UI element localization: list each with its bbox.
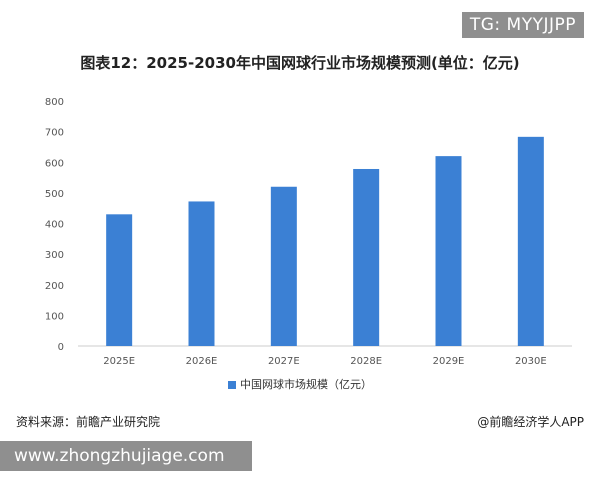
source-note: 资料来源：前瞻产业研究院 (16, 415, 161, 429)
y-tick-label: 600 (45, 158, 64, 169)
watermark-url: www.zhongzhujiage.com (0, 441, 252, 471)
bar (435, 156, 462, 346)
y-tick-label: 100 (45, 311, 64, 322)
y-tick-label: 500 (45, 189, 64, 200)
chart-title: 图表12：2025-2030年中国网球行业市场规模预测(单位：亿元) (80, 54, 520, 72)
x-tick-label: 2025E (103, 356, 135, 367)
y-tick-label: 300 (45, 250, 64, 261)
y-tick-label: 700 (45, 128, 64, 139)
y-tick-label: 800 (45, 97, 64, 108)
x-tick-label: 2028E (350, 356, 382, 367)
x-tick-label: 2030E (515, 356, 547, 367)
x-tick-label: 2029E (433, 356, 465, 367)
x-tick-label: 2027E (268, 356, 300, 367)
bar (270, 186, 297, 346)
legend-swatch (228, 381, 236, 389)
bar (106, 214, 133, 346)
bar (517, 136, 544, 346)
legend-label: 中国网球市场规模（亿元） (240, 378, 372, 391)
y-tick-label: 0 (58, 342, 64, 353)
x-tick-label: 2026E (186, 356, 218, 367)
y-tick-label: 400 (45, 220, 64, 231)
y-tick-label: 200 (45, 281, 64, 292)
bar (188, 201, 215, 346)
bar (353, 168, 380, 346)
brand-credit: @前瞻经济学人APP (477, 415, 584, 429)
tg-badge: TG: MYYJJPP (461, 12, 584, 38)
legend: 中国网球市场规模（亿元） (0, 376, 600, 392)
